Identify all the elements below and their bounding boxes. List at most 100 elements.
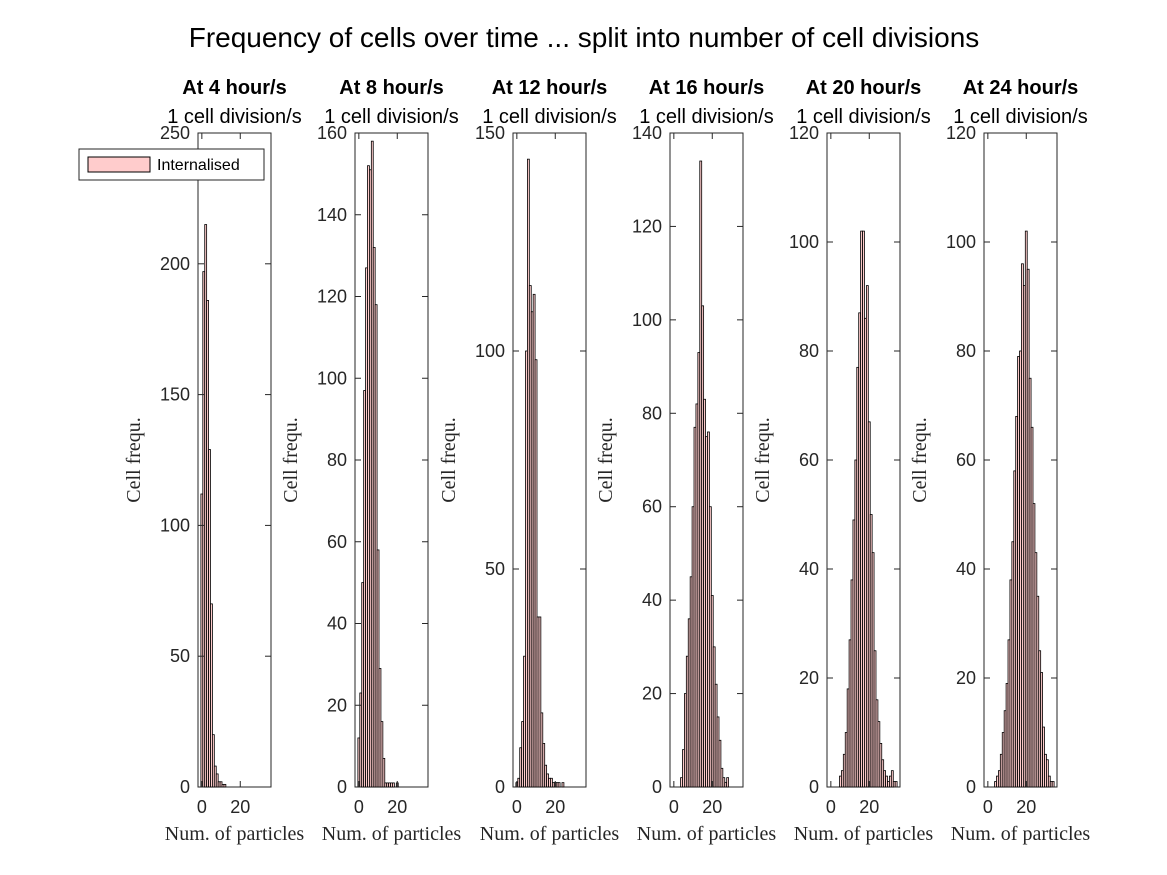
y-tick-label: 0	[652, 777, 662, 797]
legend: Internalised	[78, 148, 265, 181]
y-tick-label: 160	[317, 123, 347, 143]
x-axis-label: Num. of particles	[480, 823, 620, 845]
y-tick-label: 100	[946, 232, 976, 252]
y-tick-label: 20	[642, 684, 662, 704]
subplot-2: 0 20 40 60 80 100 120 140 160 0 20 At 8 hour/s 1 cel…	[280, 77, 461, 845]
y-tick-label: 50	[170, 646, 190, 666]
subplot-subtitle: 1 cell division/s	[639, 106, 774, 128]
x-tick-label: 0	[826, 797, 836, 817]
y-axis-label: Cell frequ.	[123, 417, 145, 503]
y-tick-label: 100	[475, 341, 505, 361]
subplot-title: At 4 hour/s	[182, 77, 286, 99]
histogram-bar	[538, 616, 542, 788]
histogram-bar	[534, 359, 538, 788]
y-tick-label: 120	[789, 123, 819, 143]
x-axis-label: Num. of particles	[637, 823, 777, 845]
subplot-5: 0 20 40 60 80 100 120 0 20 At 20 hour/s 1 cell div…	[752, 77, 933, 845]
x-axis-label: Num. of particles	[165, 823, 305, 845]
subplot-subtitle: 1 cell division/s	[324, 106, 459, 128]
histogram-bar	[374, 304, 378, 788]
histogram-bar	[1051, 781, 1055, 788]
y-tick-label: 150	[475, 123, 505, 143]
histogram-bar	[1046, 759, 1049, 788]
y-tick-label: 120	[632, 216, 662, 236]
x-tick-label: 20	[702, 797, 722, 817]
y-tick-label: 100	[632, 310, 662, 330]
histogram-bar	[380, 721, 384, 788]
histogram-bar	[212, 734, 215, 788]
y-tick-label: 60	[327, 532, 347, 552]
y-tick-label: 40	[956, 559, 976, 579]
x-tick-label: 0	[983, 797, 993, 817]
x-axis-label: Num. of particles	[322, 823, 462, 845]
y-tick-label: 80	[956, 341, 976, 361]
histogram-bar	[718, 739, 722, 788]
x-axis-label: Num. of particles	[951, 823, 1091, 845]
subplot-6: 0 20 40 60 80 100 120 0 20 At 24 hour/s 1 cell div…	[909, 77, 1090, 845]
histogram-bar	[561, 782, 565, 788]
subplot-subtitle: 1 cell division/s	[482, 106, 617, 128]
y-axis-label: Cell frequ.	[280, 417, 302, 503]
histogram-bar	[894, 781, 898, 788]
y-axis-label: Cell frequ.	[595, 417, 617, 503]
histogram-bar	[382, 757, 386, 788]
y-tick-label: 120	[317, 287, 347, 307]
y-tick-label: 80	[642, 403, 662, 423]
x-tick-label: 20	[230, 797, 250, 817]
histogram-bar	[890, 770, 894, 788]
y-tick-label: 60	[956, 450, 976, 470]
y-tick-label: 60	[642, 497, 662, 517]
y-tick-label: 250	[160, 123, 190, 143]
y-tick-label: 0	[337, 777, 347, 797]
y-tick-label: 80	[799, 341, 819, 361]
x-tick-label: 20	[1016, 797, 1036, 817]
subplot-title: At 20 hour/s	[806, 77, 922, 99]
subplot-title: At 24 hour/s	[963, 77, 1079, 99]
x-tick-label: 20	[859, 797, 879, 817]
x-tick-label: 20	[387, 797, 407, 817]
y-tick-label: 0	[495, 777, 505, 797]
y-tick-label: 40	[327, 614, 347, 634]
subplot-title: At 16 hour/s	[649, 77, 765, 99]
histogram-bar	[210, 603, 213, 788]
y-tick-label: 100	[789, 232, 819, 252]
subplot-title: At 8 hour/s	[339, 77, 443, 99]
x-tick-label: 0	[512, 797, 522, 817]
subplot-subtitle: 1 cell division/s	[953, 106, 1088, 128]
y-tick-label: 100	[160, 515, 190, 535]
y-tick-label: 60	[799, 450, 819, 470]
y-axis-label: Cell frequ.	[752, 417, 774, 503]
subplot-4: 0 20 40 60 80 100 120 140 0 20 At 16 hour/s 1 cell …	[595, 77, 776, 845]
y-tick-label: 0	[966, 777, 976, 797]
y-tick-label: 140	[317, 205, 347, 225]
y-tick-label: 0	[180, 777, 190, 797]
y-tick-label: 40	[799, 559, 819, 579]
histogram-bar	[392, 782, 395, 788]
y-tick-label: 40	[642, 590, 662, 610]
y-tick-label: 20	[799, 668, 819, 688]
y-tick-label: 100	[317, 368, 347, 388]
y-tick-label: 120	[946, 123, 976, 143]
legend-label: Internalised	[157, 157, 240, 174]
histogram-bar	[223, 783, 227, 788]
x-tick-label: 0	[197, 797, 207, 817]
y-tick-label: 80	[327, 450, 347, 470]
legend-swatch	[87, 156, 151, 173]
y-tick-label: 50	[485, 559, 505, 579]
figure-title: Frequency of cells over time ... split i…	[189, 22, 980, 53]
y-axis-label: Cell frequ.	[438, 417, 460, 503]
y-tick-label: 20	[956, 668, 976, 688]
x-axis-label: Num. of particles	[794, 823, 934, 845]
histogram-bar	[726, 777, 729, 788]
subplot-subtitle: 1 cell division/s	[796, 106, 931, 128]
histogram-bar	[557, 782, 561, 788]
y-tick-label: 20	[327, 695, 347, 715]
subplot-subtitle: 1 cell division/s	[167, 106, 302, 128]
x-tick-label: 0	[354, 797, 364, 817]
y-tick-label: 140	[632, 123, 662, 143]
subplot-3: 0 50 100 150 0 20 At 12 hour/s 1 cell division/…	[438, 77, 619, 845]
y-axis-label: Cell frequ.	[909, 417, 931, 503]
x-tick-label: 0	[669, 797, 679, 817]
